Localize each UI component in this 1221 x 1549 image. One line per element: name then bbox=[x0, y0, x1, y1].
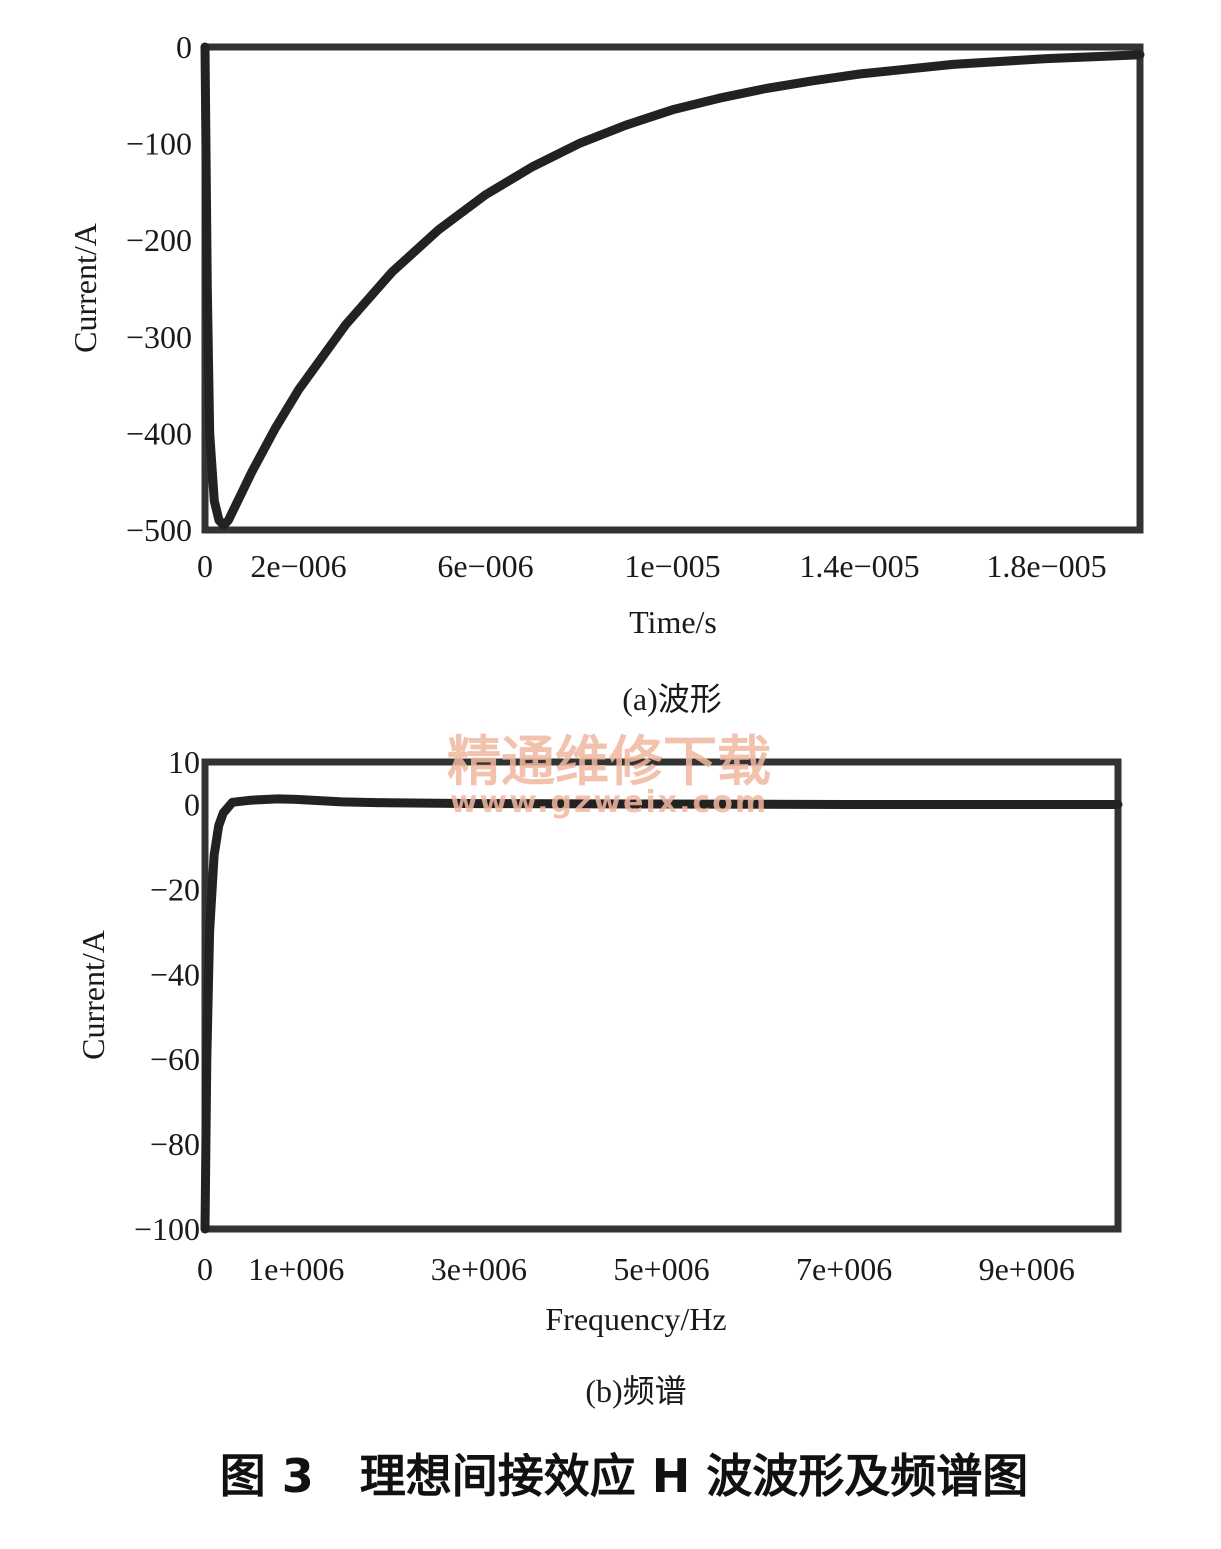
y-tick-label: −100 bbox=[134, 1211, 200, 1247]
watermark-title: 精通维修下载 bbox=[447, 730, 771, 793]
panel-caption: (b)频谱 bbox=[585, 1373, 686, 1409]
y-tick-label: −20 bbox=[150, 871, 200, 907]
y-tick-label: 10 bbox=[168, 744, 200, 780]
plot-frame bbox=[201, 43, 1144, 534]
x-tick-label: 1e+006 bbox=[248, 1251, 344, 1287]
x-axis-label: Frequency/Hz bbox=[545, 1301, 726, 1337]
y-tick-label: 0 bbox=[176, 29, 192, 65]
y-tick-labels: 10 0 −20 −40 −60 −80 −100 bbox=[134, 744, 200, 1247]
y-tick-label: −500 bbox=[126, 512, 192, 548]
y-tick-label: 0 bbox=[184, 786, 200, 822]
waveform-series-line bbox=[200, 42, 1145, 530]
x-tick-label: 6e−006 bbox=[437, 548, 533, 584]
y-tick-labels: 0 −100 −200 −300 −400 −500 bbox=[126, 29, 192, 548]
x-tick-label: 1.8e−005 bbox=[986, 548, 1106, 584]
x-tick-label: 9e+006 bbox=[979, 1251, 1075, 1287]
x-tick-label: 0 bbox=[197, 1251, 213, 1287]
plot-frame bbox=[201, 758, 1122, 1233]
x-axis-label: Time/s bbox=[629, 604, 717, 640]
x-tick-label: 1.4e−005 bbox=[799, 548, 919, 584]
y-tick-label: −200 bbox=[126, 222, 192, 258]
chart-panel-waveform: 0 −100 −200 −300 −400 −500 0 2e−006 6e−006 1e−00… bbox=[67, 29, 1145, 717]
y-tick-label: −300 bbox=[126, 319, 192, 355]
x-tick-label: 0 bbox=[197, 548, 213, 584]
figure-caption: 图 3 理想间接效应 H 波波形及频谱图 bbox=[220, 1449, 1029, 1503]
chart-panel-spectrum: 10 0 −20 −40 −60 −80 −100 0 1e+006 3e+006 5e+006 7… bbox=[75, 744, 1123, 1409]
y-tick-label: −100 bbox=[126, 126, 192, 162]
y-axis-label: Current/A bbox=[67, 223, 103, 353]
x-tick-label: 1e−005 bbox=[624, 548, 720, 584]
x-tick-labels: 0 1e+006 3e+006 5e+006 7e+006 9e+006 bbox=[197, 1251, 1075, 1287]
y-tick-label: −40 bbox=[150, 956, 200, 992]
spectrum-series-line bbox=[200, 794, 1123, 1234]
y-tick-label: −400 bbox=[126, 415, 192, 451]
watermark-url: www.gzweix.com bbox=[450, 785, 768, 820]
x-tick-label: 5e+006 bbox=[613, 1251, 709, 1287]
y-axis-label: Current/A bbox=[75, 930, 111, 1060]
panel-caption: (a)波形 bbox=[622, 681, 722, 717]
x-tick-label: 3e+006 bbox=[431, 1251, 527, 1287]
x-tick-labels: 0 2e−006 6e−006 1e−005 1.4e−005 1.8e−005 bbox=[197, 548, 1107, 584]
x-tick-label: 7e+006 bbox=[796, 1251, 892, 1287]
x-tick-label: 2e−006 bbox=[250, 548, 346, 584]
y-tick-label: −80 bbox=[150, 1126, 200, 1162]
y-tick-label: −60 bbox=[150, 1041, 200, 1077]
